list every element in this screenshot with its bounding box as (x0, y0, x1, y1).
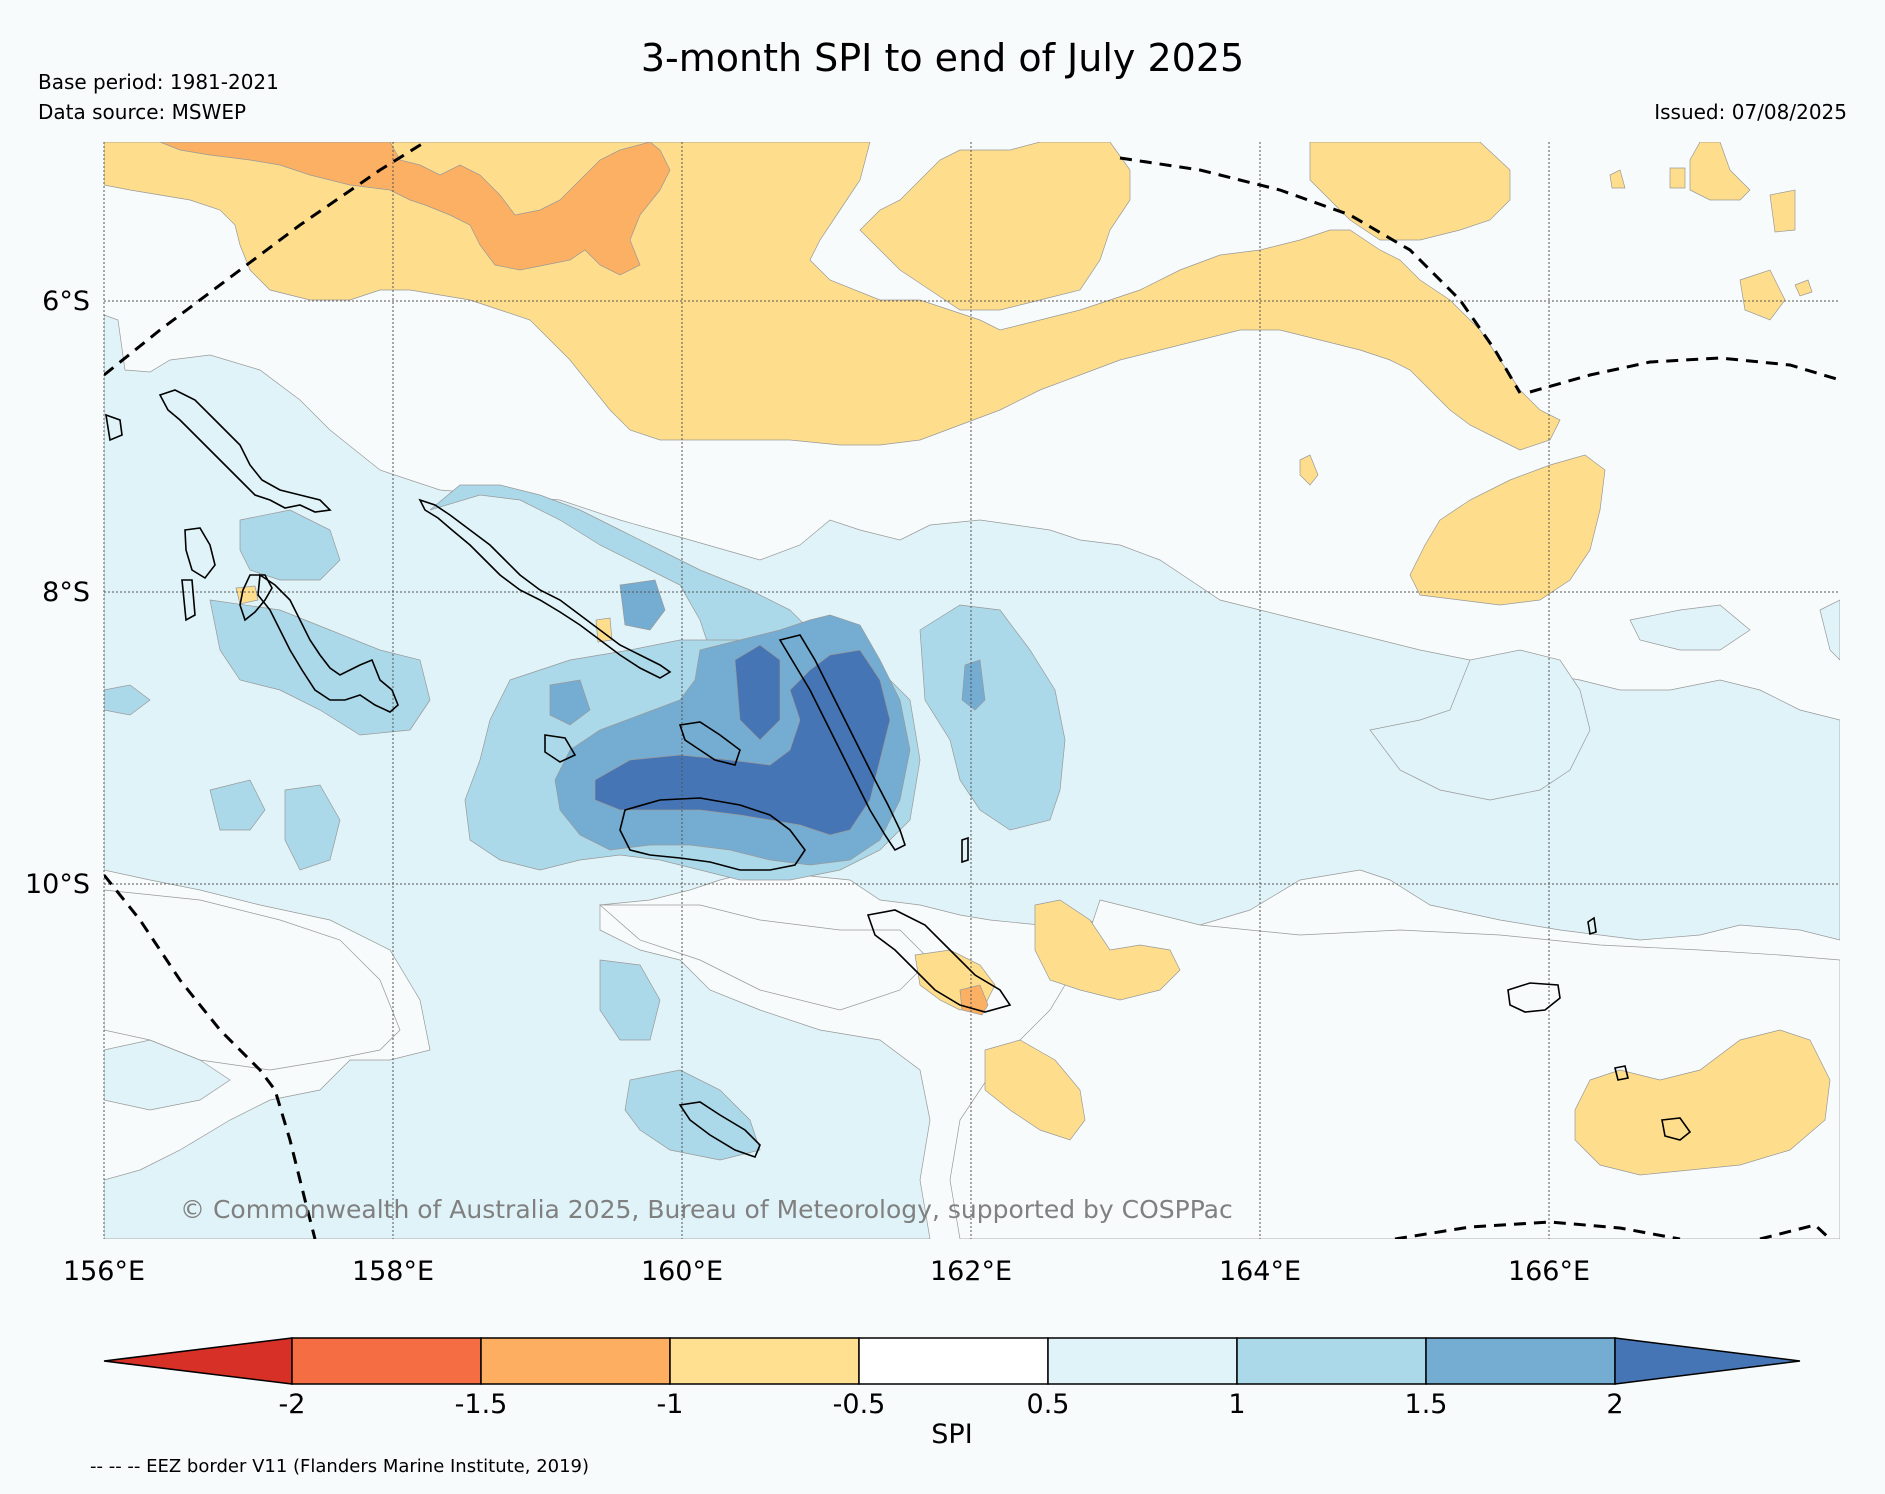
colorbar-bin (669, 1337, 860, 1385)
colorbar-tick: -0.5 (833, 1389, 886, 1420)
island-outline (1587, 916, 1597, 936)
spi-region-yellow (1574, 1029, 1831, 1176)
spi-region-light-blue (209, 599, 431, 736)
island-outline (678, 721, 741, 766)
issued-date-label: Issued: 07/08/2025 (1654, 100, 1847, 124)
island-outline (239, 574, 273, 622)
colorbar-bin (1236, 1337, 1427, 1385)
colorbar-tick: -1 (657, 1389, 684, 1420)
colorbar-tick: 1.5 (1405, 1389, 1448, 1420)
spi-region-yellow (1669, 167, 1686, 189)
spi-region-yellow (1309, 142, 1511, 241)
island-outline (544, 734, 577, 763)
island-outline (181, 579, 196, 622)
lon-label-166e: 166°E (1508, 1256, 1590, 1287)
spi-region-pale-blue (1819, 599, 1840, 661)
colorbar-bin (1425, 1337, 1616, 1385)
island-outline (184, 527, 216, 580)
coastlines (104, 389, 1692, 1159)
spi-region-yellow (1794, 279, 1813, 297)
spi-region-yellow (1609, 169, 1626, 189)
page-title: 3-month SPI to end of July 2025 (640, 36, 1245, 80)
spi-region-orange (159, 142, 671, 276)
spi-region-yellow (1689, 142, 1751, 201)
spi-region-dark-blue (594, 649, 891, 836)
island-outline (961, 836, 969, 864)
lon-label-164e: 164°E (1219, 1256, 1301, 1287)
island-outline (866, 909, 1012, 1013)
island-outline (104, 413, 123, 442)
island-outline (678, 1101, 761, 1159)
spi-region-mid-blue (549, 679, 591, 726)
spi-region-light-blue (599, 959, 661, 1041)
spi-region-light-blue (624, 1069, 761, 1161)
colorbar-tick: -2 (279, 1389, 306, 1420)
lon-label-162e: 162°E (930, 1256, 1012, 1287)
eez-borders (104, 142, 1840, 1239)
lat-label-6s: 6°S (42, 286, 90, 317)
colorbar: -2 -1.5 -1 -0.5 0.5 1 1.5 2 SPI (103, 1337, 1801, 1450)
colorbar-bin (1047, 1337, 1238, 1385)
colorbar-tick: 2 (1606, 1389, 1623, 1420)
spi-region-dark-blue (734, 644, 781, 741)
colorbar-bin (858, 1337, 1049, 1385)
spi-region-light-blue (209, 779, 266, 831)
colorbar-bin (291, 1337, 482, 1385)
colorbar-tick: 0.5 (1027, 1389, 1070, 1420)
island-outline (257, 573, 399, 713)
spi-region-yellow (1409, 454, 1606, 606)
spi-region-yellow (1299, 454, 1319, 486)
copyright-text: © Commonwealth of Australia 2025, Bureau… (180, 1195, 1233, 1224)
spi-region-yellow (859, 142, 1131, 311)
colorbar-tick: -1.5 (455, 1389, 508, 1420)
island-outline (158, 389, 332, 513)
eez-border (1119, 156, 1522, 394)
eez-border (1529, 356, 1840, 394)
island-outline (1507, 982, 1561, 1013)
base-period-label: Base period: 1981-2021 (38, 70, 279, 94)
spi-region-yellow (1739, 269, 1786, 321)
spi-region-light-blue (919, 604, 1066, 831)
lon-label-160e: 160°E (641, 1256, 723, 1287)
spi-region-pale-blue (1629, 604, 1751, 651)
eez-legend-note: -- -- -- EEZ border V11 (Flanders Marine… (90, 1456, 590, 1477)
island-outline (778, 634, 906, 852)
colorbar-extend-high (1614, 1337, 1801, 1385)
eez-border (1394, 1220, 1681, 1239)
lat-label-10s: 10°S (25, 869, 90, 900)
spi-region-light-blue (284, 784, 341, 871)
lat-label-8s: 8°S (42, 577, 90, 608)
colorbar-label: SPI (931, 1419, 972, 1450)
island-outline (1614, 1065, 1629, 1081)
spi-region-pale-blue (1369, 649, 1591, 801)
spi-region-yellow (984, 1039, 1086, 1141)
spi-region-yellow (1034, 899, 1181, 1001)
lon-label-156e: 156°E (63, 1256, 145, 1287)
island-outline (418, 498, 672, 679)
spi-region-mid-blue (961, 659, 986, 711)
colorbar-extend-low (103, 1337, 293, 1385)
spi-region-light-blue (239, 509, 341, 581)
colorbar-bin (480, 1337, 671, 1385)
data-source-label: Data source: MSWEP (38, 100, 247, 124)
island-outline (1661, 1117, 1692, 1141)
colorbar-tick: 1 (1228, 1389, 1245, 1420)
eez-border (104, 874, 317, 1239)
eez-border (1759, 1223, 1832, 1239)
spi-region-light-blue (104, 684, 151, 716)
lon-label-158e: 158°E (352, 1256, 434, 1287)
spi-region-yellow (1769, 189, 1796, 233)
island-outline (619, 797, 806, 871)
